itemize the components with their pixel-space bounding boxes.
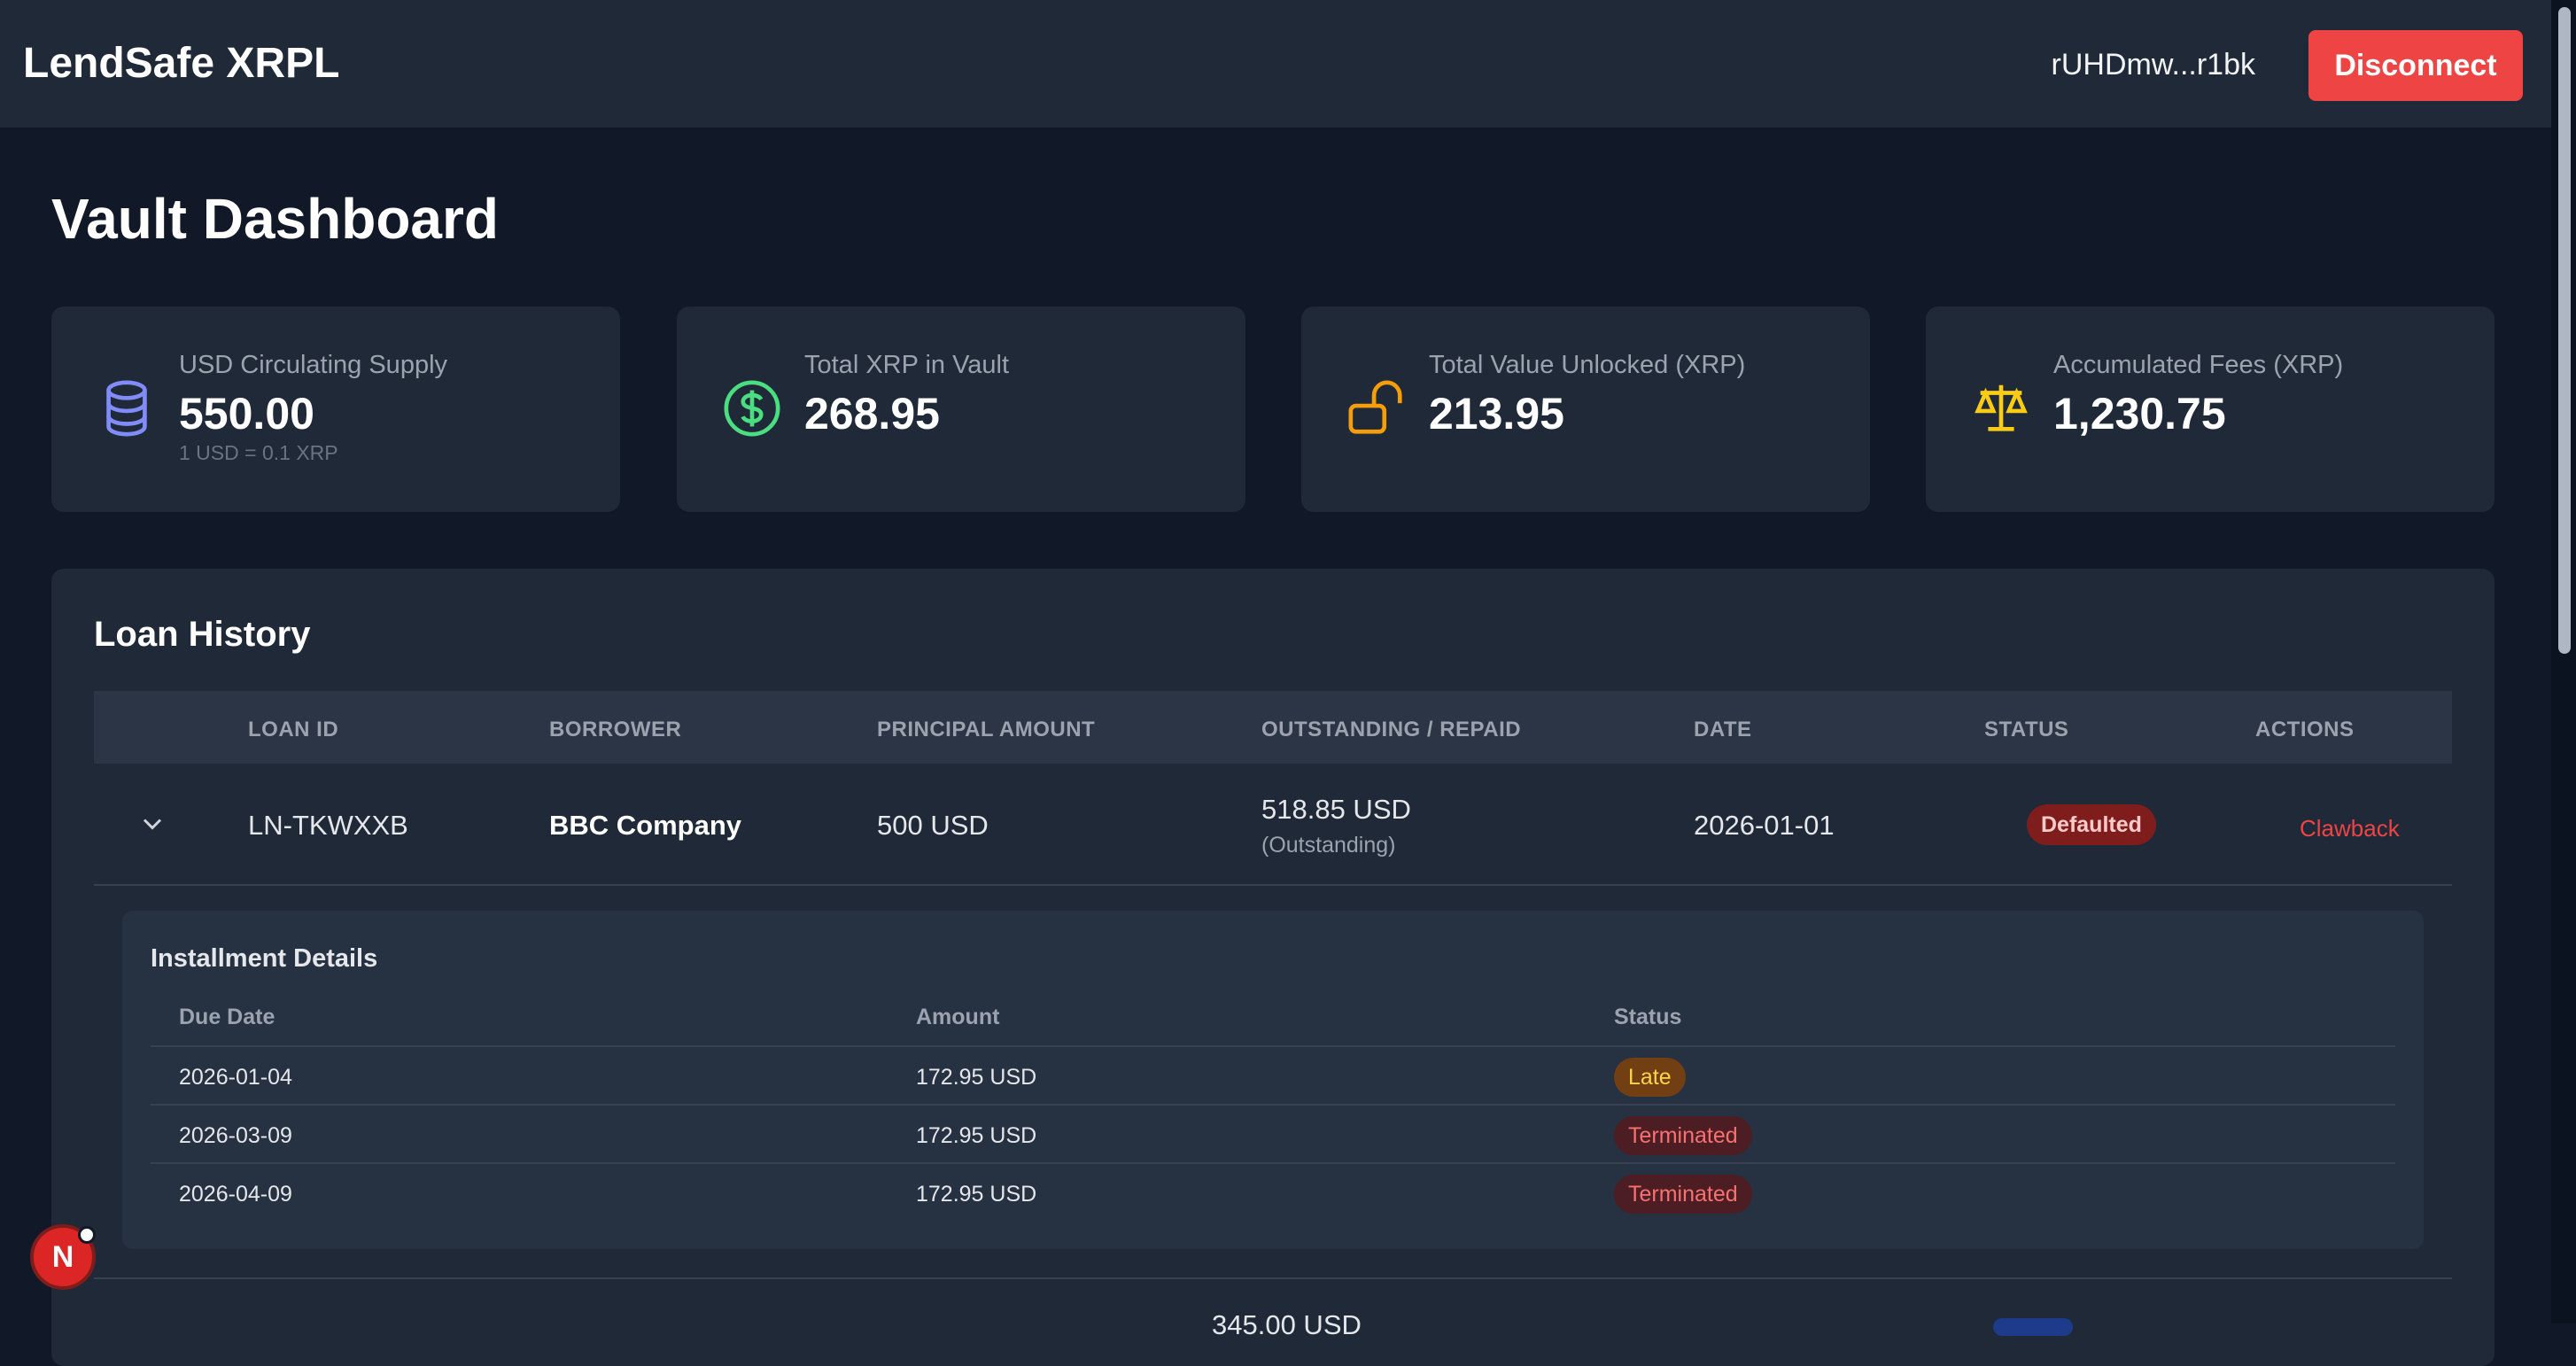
installment-row: 2026-04-09 172.95 USD Terminated	[151, 1162, 2395, 1221]
next-row-outstanding: 345.00 USD	[1212, 1309, 1362, 1340]
outstanding-note: (Outstanding)	[1261, 833, 1396, 858]
page-title: Vault Dashboard	[51, 187, 499, 251]
stat-value: 1,230.75	[2053, 389, 2226, 439]
disconnect-button[interactable]: Disconnect	[2308, 30, 2523, 101]
stat-value: 213.95	[1429, 389, 1564, 439]
wallet-address: rUHDmw...r1bk	[2051, 48, 2255, 81]
stat-label: Total Value Unlocked (XRP)	[1429, 351, 1746, 379]
col-date: DATE	[1694, 718, 1752, 741]
installment-amount: 172.95 USD	[916, 1182, 1037, 1207]
dollar-circle-icon	[724, 380, 780, 437]
chevron-down-icon[interactable]	[136, 808, 168, 840]
col-loan-id: LOAN ID	[248, 718, 339, 741]
installment-row: 2026-01-04 172.95 USD Late	[151, 1045, 2395, 1104]
col-amount: Amount	[916, 1005, 1000, 1029]
stat-card-usd-supply: USD Circulating Supply 550.00 1 USD = 0.…	[51, 307, 620, 512]
next-row-status-badge	[1993, 1318, 2073, 1336]
loan-date: 2026-01-01	[1694, 810, 1835, 841]
installment-title: Installment Details	[151, 944, 378, 973]
due-date: 2026-01-04	[179, 1065, 292, 1090]
notification-dot	[78, 1226, 96, 1244]
status-badge: Defaulted	[2027, 804, 2156, 845]
unlock-icon	[1348, 380, 1402, 434]
stat-label: Accumulated Fees (XRP)	[2053, 351, 2344, 379]
table-row[interactable]: LN-TKWXXB BBC Company 500 USD 518.85 USD…	[94, 764, 2452, 886]
stat-card-total-xrp: Total XRP in Vault 268.95	[677, 307, 1245, 512]
col-outstanding: OUTSTANDING / REPAID	[1261, 718, 1522, 741]
stat-subtext: 1 USD = 0.1 XRP	[179, 441, 338, 464]
col-installment-status: Status	[1614, 1005, 1682, 1029]
status-badge: Terminated	[1614, 1116, 1752, 1155]
stat-card-value-unlocked: Total Value Unlocked (XRP) 213.95	[1301, 307, 1870, 512]
borrower-name: BBC Company	[549, 810, 742, 841]
col-principal: PRINCIPAL AMOUNT	[877, 718, 1096, 741]
installment-amount: 172.95 USD	[916, 1123, 1037, 1148]
app-brand[interactable]: LendSafe XRPL	[23, 40, 340, 87]
stat-label: Total XRP in Vault	[804, 351, 1010, 379]
due-date: 2026-04-09	[179, 1182, 292, 1207]
stat-label: USD Circulating Supply	[179, 351, 448, 379]
clawback-link[interactable]: Clawback	[2300, 815, 2400, 842]
col-borrower: BORROWER	[549, 718, 682, 741]
scrollbar-thumb[interactable]	[2558, 7, 2571, 654]
installment-amount: 172.95 USD	[916, 1065, 1037, 1090]
col-actions: ACTIONS	[2255, 718, 2355, 741]
loan-table-header: LOAN ID BORROWER PRINCIPAL AMOUNT OUTSTA…	[94, 691, 2452, 764]
loan-history-title: Loan History	[94, 615, 311, 654]
stat-value: 268.95	[804, 389, 940, 439]
row-divider	[94, 1277, 2452, 1279]
installment-details-panel: Installment Details Due Date Amount Stat…	[122, 911, 2424, 1249]
stat-value: 550.00	[179, 389, 314, 439]
principal-amount: 500 USD	[877, 810, 989, 841]
col-status: STATUS	[1984, 718, 2069, 741]
database-icon	[106, 380, 147, 437]
status-badge: Terminated	[1614, 1175, 1752, 1214]
loan-id: LN-TKWXXB	[248, 810, 408, 841]
scale-icon	[1975, 384, 2028, 431]
loan-history-card: Loan History LOAN ID BORROWER PRINCIPAL …	[51, 569, 2495, 1366]
user-avatar[interactable]: N	[30, 1224, 96, 1290]
due-date: 2026-03-09	[179, 1123, 292, 1148]
col-due-date: Due Date	[179, 1005, 275, 1029]
page-scrollbar[interactable]	[2551, 0, 2576, 1323]
top-navbar: LendSafe XRPL rUHDmw...r1bk Disconnect	[0, 0, 2551, 129]
installment-row: 2026-03-09 172.95 USD Terminated	[151, 1104, 2395, 1162]
outstanding-amount: 518.85 USD	[1261, 794, 1411, 825]
status-badge: Late	[1614, 1058, 1686, 1097]
stat-card-accumulated-fees: Accumulated Fees (XRP) 1,230.75	[1926, 307, 2495, 512]
